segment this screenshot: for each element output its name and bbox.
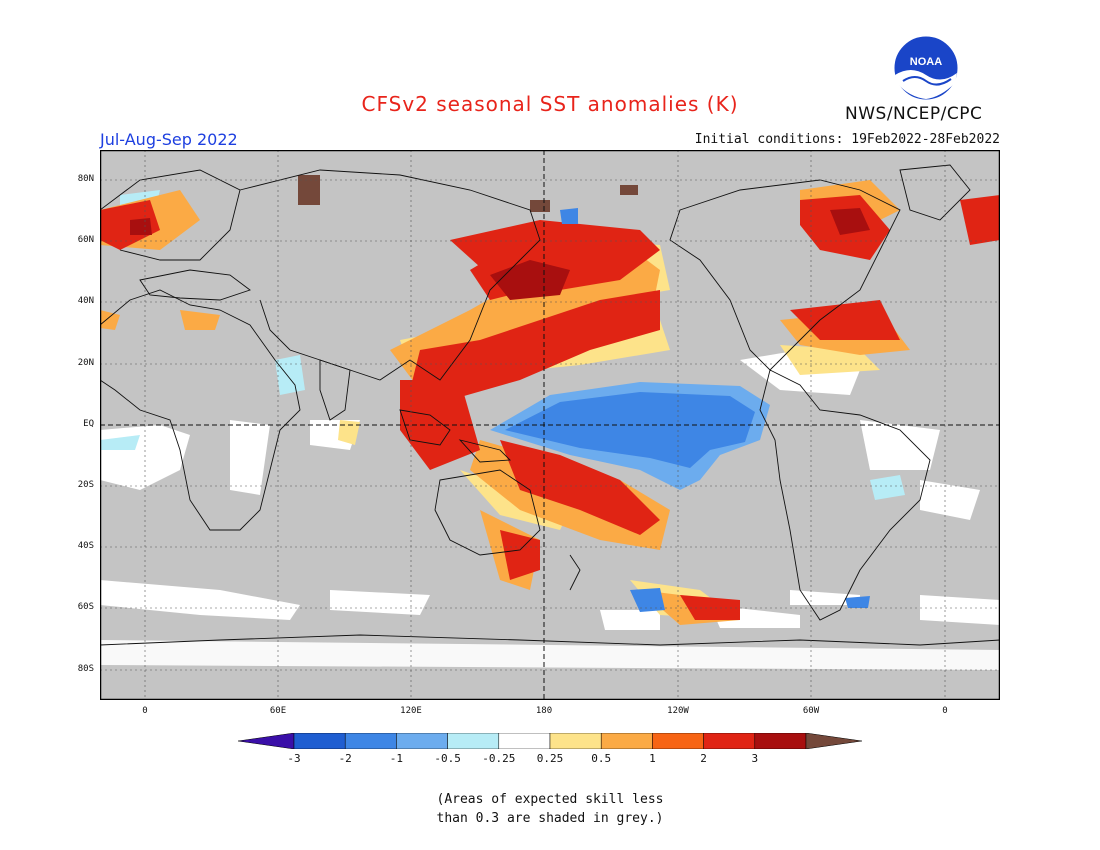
colorbar-segment [344, 733, 397, 749]
lat-label-80s: 80S [77, 664, 94, 674]
lat-label-60s: 60S [77, 602, 94, 612]
colorbar-segment [498, 733, 551, 749]
graticule [100, 150, 1000, 700]
skill-note-line2: than 0.3 are shaded in grey.) [436, 811, 664, 826]
skill-note-line1: (Areas of expected skill less [436, 792, 664, 807]
noaa-logo: NOAA [893, 35, 959, 101]
colorbar-tick-label: 0.25 [536, 752, 564, 765]
lat-label-60n: 60N [77, 235, 94, 245]
lat-label-20s: 20S [77, 480, 94, 490]
cool-anomaly-spots [560, 208, 870, 612]
colorbar-segment [293, 733, 346, 749]
sst-anomaly-map [100, 150, 1000, 700]
organization-label: NWS/NCEP/CPC [845, 104, 983, 124]
colorbar-tick-label: 3 [751, 752, 759, 765]
lon-label-120w: 120W [667, 706, 689, 716]
colorbar-segment [703, 733, 756, 749]
colorbar-tick-label: -3 [287, 752, 301, 765]
continent-outlines [100, 164, 1000, 646]
cold-tongue-region [490, 382, 770, 490]
colorbar-segment-max [805, 733, 862, 749]
chart-title: CFSv2 seasonal SST anomalies (K) [361, 92, 739, 116]
lat-label-40s: 40S [77, 541, 94, 551]
lon-label-180: 180 [535, 706, 553, 716]
lon-label-60w: 60W [802, 706, 820, 716]
colorbar-tick-label: -1 [389, 752, 404, 765]
extreme-warm-regions [298, 175, 638, 212]
colorbar-tick-label: -0.25 [482, 752, 516, 765]
lat-label-40n: 40N [77, 296, 94, 306]
colorbar-segment-min [238, 733, 295, 749]
lon-label-120e: 120E [400, 706, 422, 716]
logo-text: NOAA [910, 56, 942, 68]
lat-label-eq: EQ [83, 419, 94, 429]
colorbar-segment [600, 733, 653, 749]
colorbar-tick-label: 2 [700, 752, 707, 765]
colorbar [238, 733, 862, 749]
colorbar-segment [652, 733, 704, 749]
colorbar-segment [396, 733, 448, 749]
colorbar-segment [549, 733, 602, 749]
lon-label-0: 0 [142, 706, 148, 716]
initial-conditions-label: Initial conditions: 19Feb2022-28Feb2022 [694, 132, 1000, 147]
lat-label-20n: 20N [77, 358, 94, 368]
colorbar-tick-label: 1 [649, 752, 656, 765]
lon-label-0-east: 0 [942, 706, 948, 716]
colorbar-segment [447, 733, 500, 749]
season-label: Jul-Aug-Sep 2022 [100, 130, 238, 149]
map-frame [100, 150, 1000, 700]
colorbar-tick-label: 0.5 [591, 752, 612, 765]
lon-label-60e: 60E [269, 706, 287, 716]
lat-label-80n: 80N [77, 174, 94, 184]
colorbar-tick-label: -2 [338, 752, 352, 765]
very-strong-warm-regions [130, 208, 870, 300]
colorbar-tick-label: -0.5 [434, 752, 461, 765]
strong-warm-regions [100, 195, 1000, 620]
colorbar-segment [754, 733, 807, 749]
